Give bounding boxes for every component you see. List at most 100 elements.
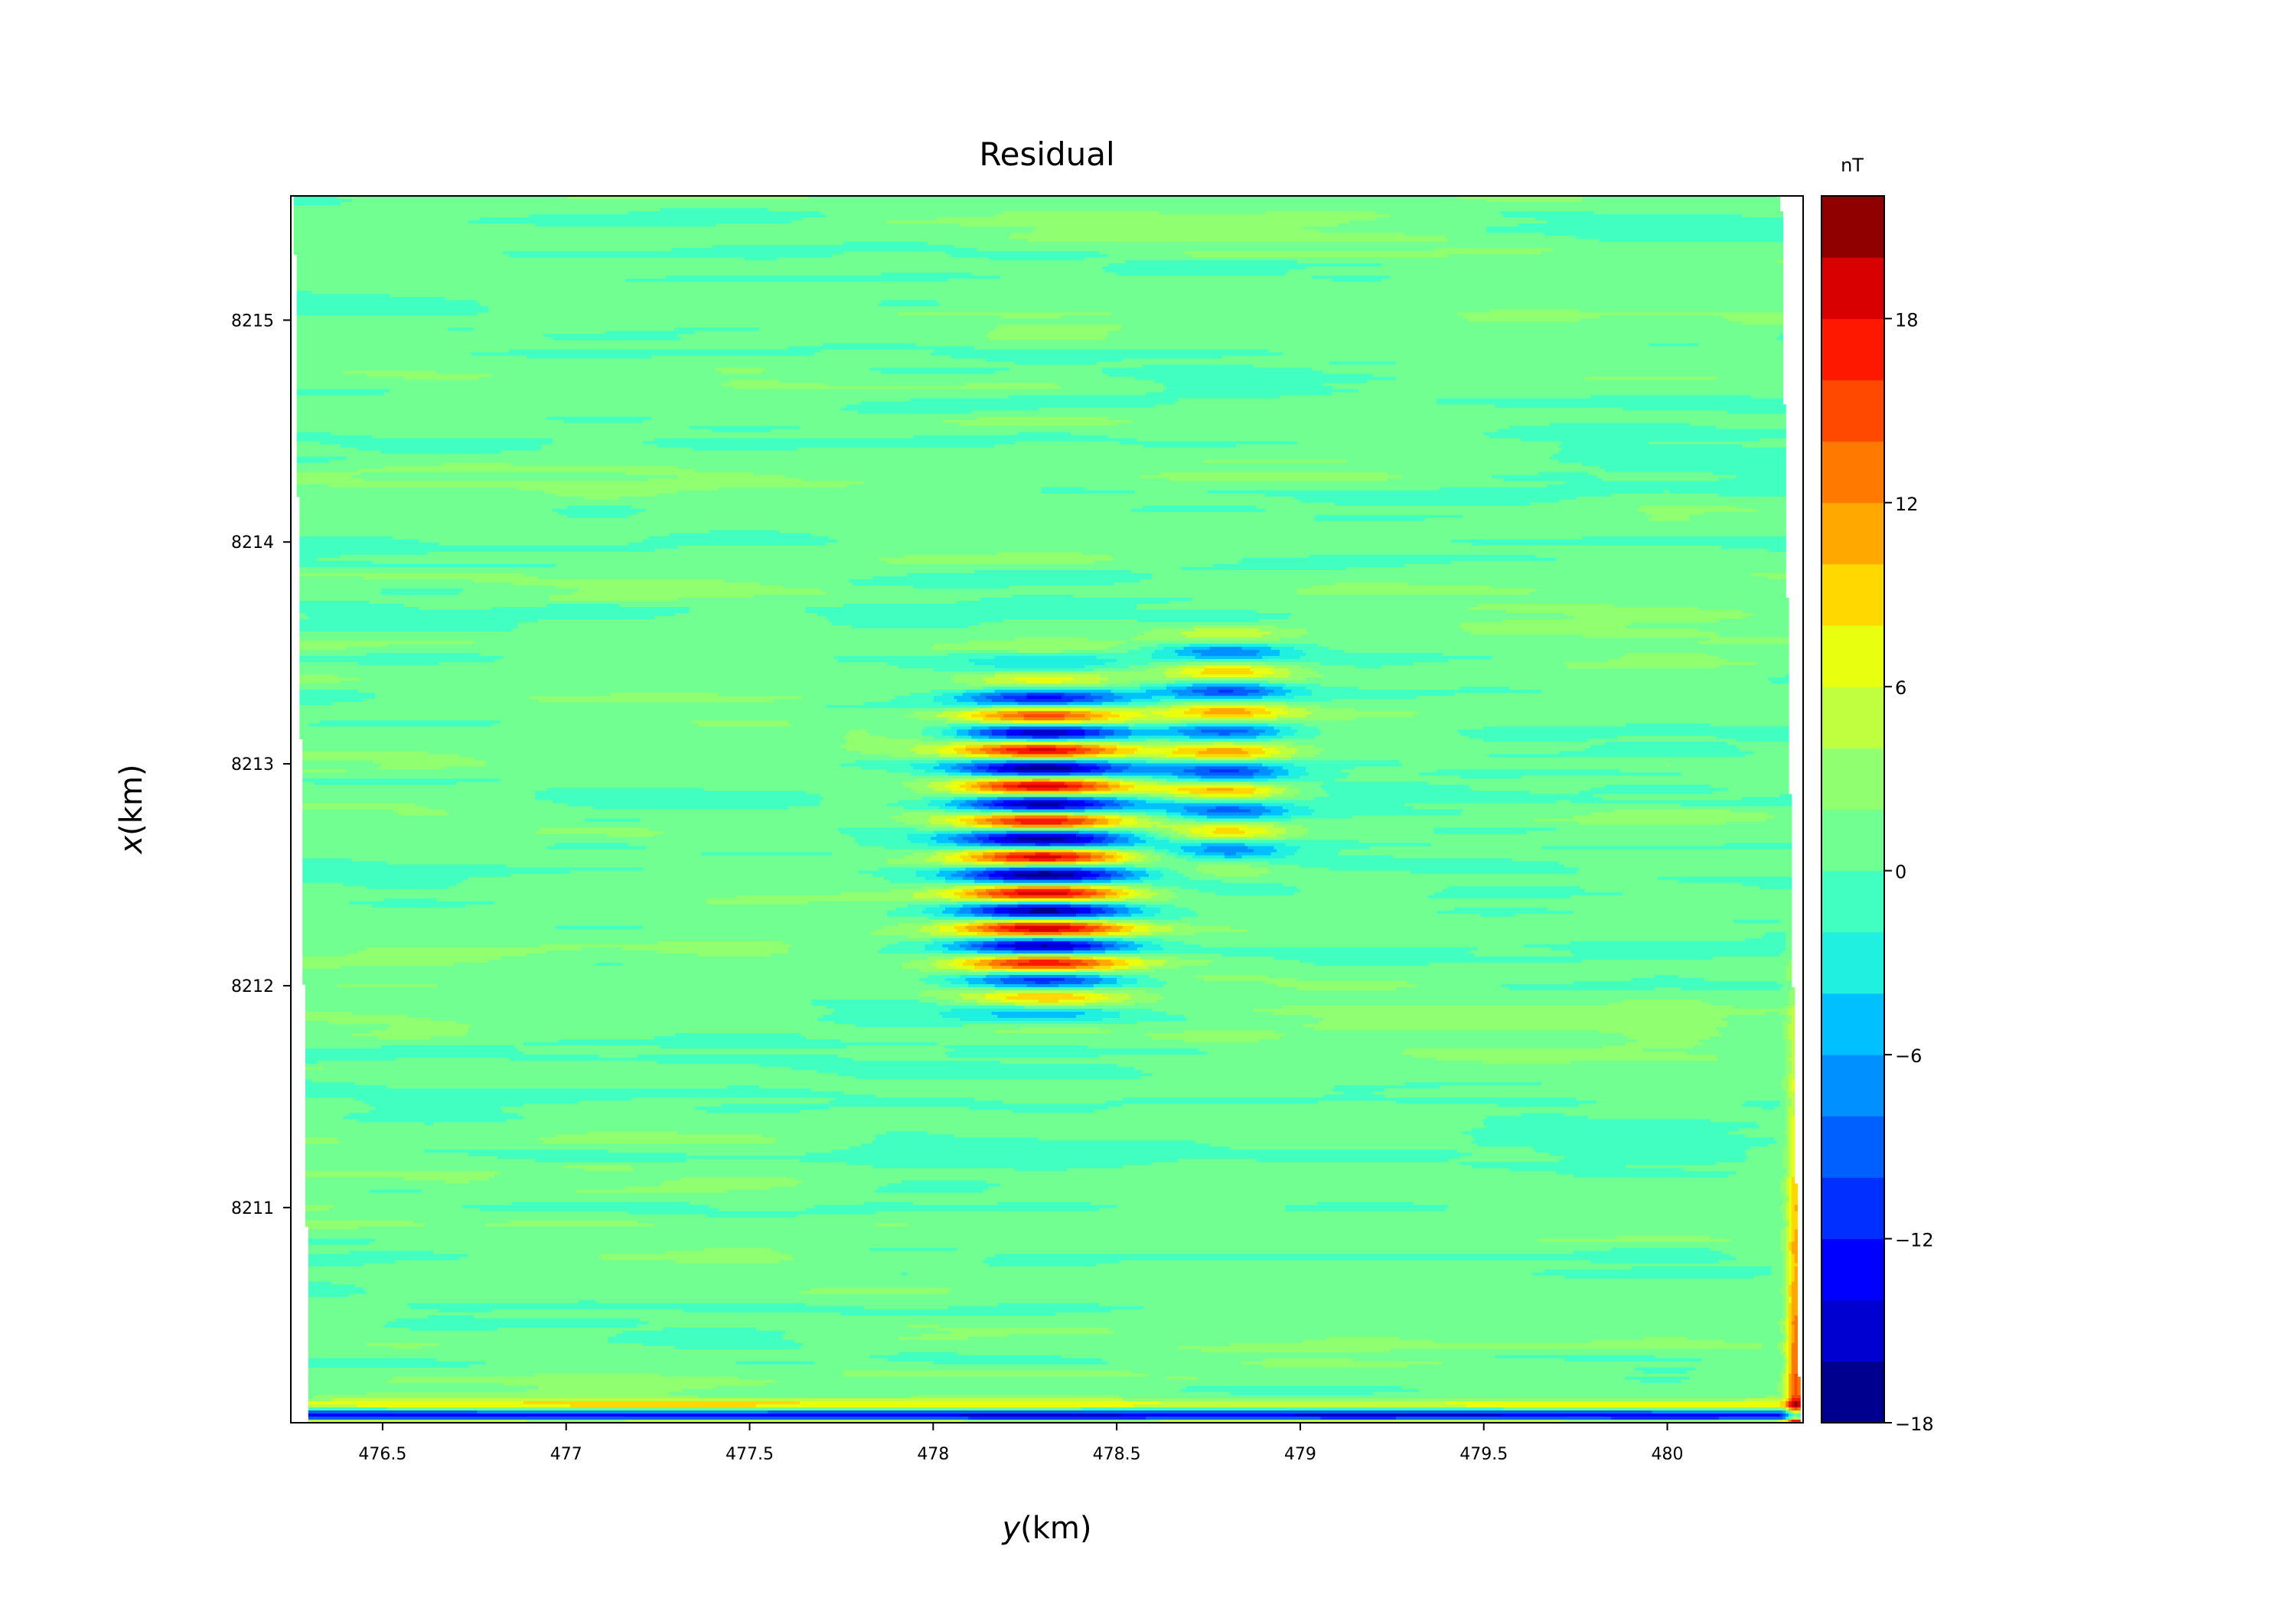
- contour-cell: [366, 373, 492, 378]
- contour-cell: [1789, 1327, 1792, 1332]
- contour-cell: [1084, 735, 1106, 739]
- contour-cell: [1515, 913, 1792, 918]
- contour-cell: [1791, 1162, 1795, 1166]
- contour-cell: [293, 251, 504, 255]
- colorbar-swatch: [1821, 748, 1884, 810]
- contour-cell: [305, 1122, 426, 1126]
- colorbar-swatch: [1821, 196, 1884, 258]
- contour-cell: [1154, 913, 1199, 918]
- contour-cell: [380, 450, 501, 455]
- contour-cell: [497, 1156, 1461, 1159]
- contour-cell: [1078, 763, 1097, 767]
- contour-cell: [1020, 1027, 1100, 1031]
- contour-cell: [997, 1015, 1077, 1019]
- contour-cell: [1277, 748, 1298, 752]
- contour-cell: [936, 833, 957, 838]
- contour-cell: [1157, 999, 1623, 1003]
- contour-cell: [1596, 1101, 1746, 1104]
- contour-cell: [974, 889, 987, 893]
- contour-cell: [1309, 806, 1414, 810]
- contour-cell: [991, 788, 1007, 792]
- contour-cell: [296, 373, 367, 378]
- contour-cell: [965, 800, 978, 804]
- contour-cell: [1745, 938, 1786, 942]
- contour-cell: [1794, 1232, 1798, 1237]
- contour-cell: [797, 1183, 888, 1188]
- contour-cell: [1637, 1039, 1699, 1043]
- contour-cell: [1579, 791, 1714, 795]
- contour-cell: [1789, 1125, 1792, 1129]
- contour-cell: [713, 429, 771, 433]
- contour-cell: [921, 1333, 1010, 1338]
- contour-cell: [1782, 1226, 1786, 1231]
- contour-cell: [1120, 812, 1146, 817]
- contour-cell: [1367, 380, 1783, 384]
- contour-cell: [1251, 809, 1272, 814]
- contour-cell: [1786, 1358, 1789, 1362]
- contour-cell: [1064, 781, 1083, 786]
- contour-cell: [1084, 806, 1103, 810]
- contour-cell: [296, 294, 390, 298]
- contour-cell: [960, 895, 978, 899]
- contour-cell: [1296, 729, 1321, 733]
- contour-cell: [305, 1125, 1487, 1129]
- contour-cell: [1718, 1260, 1783, 1264]
- contour-cell: [951, 821, 967, 826]
- contour-cell: [1789, 1290, 1792, 1295]
- contour-cell: [977, 925, 990, 930]
- contour-cell: [1558, 450, 1786, 455]
- contour-cell: [1614, 604, 1789, 608]
- contour-cell: [1107, 677, 1306, 681]
- contour-cell: [1483, 1122, 1757, 1126]
- contour-cell: [1602, 1045, 1694, 1049]
- contour-cell: [1107, 931, 1129, 936]
- contour-cell: [1789, 1251, 1792, 1255]
- contour-cell: [1151, 711, 1185, 715]
- contour-cell: [293, 245, 713, 249]
- contour-cell: [1105, 269, 1289, 273]
- contour-cell: [1794, 1278, 1798, 1283]
- contour-cell: [1779, 1208, 1786, 1212]
- contour-cell: [503, 1382, 765, 1387]
- contour-cell: [986, 818, 1001, 823]
- contour-cell: [372, 435, 914, 439]
- contour-cell: [1128, 931, 1153, 936]
- contour-cell: [1102, 977, 1117, 982]
- contour-cell: [364, 1101, 579, 1104]
- colorbar-tick-label: 6: [1895, 677, 1906, 699]
- contour-cell: [1107, 833, 1120, 838]
- contour-cell: [1137, 604, 1478, 608]
- contour-cell: [569, 870, 859, 875]
- contour-cell: [1750, 572, 1786, 577]
- contour-cell: [971, 751, 987, 755]
- contour-cell: [1084, 800, 1100, 804]
- contour-cell: [1782, 1385, 1786, 1390]
- contour-cell: [931, 962, 949, 967]
- contour-cell: [1329, 647, 1789, 651]
- contour-cell: [436, 898, 707, 902]
- contour-cell: [960, 855, 972, 859]
- contour-cell: [1320, 784, 1469, 789]
- contour-cell: [782, 585, 914, 589]
- contour-cell: [302, 797, 536, 801]
- contour-cell: [902, 1180, 987, 1185]
- contour-cell: [1023, 977, 1065, 982]
- contour-cell: [776, 1379, 1641, 1384]
- contour-cell: [1134, 781, 1158, 786]
- contour-cell: [1789, 1373, 1792, 1378]
- contour-cell: [942, 729, 957, 733]
- contour-cell: [1797, 1379, 1801, 1384]
- contour-cell: [1189, 907, 1455, 911]
- contour-cell: [1285, 855, 1394, 859]
- contour-cell: [302, 815, 891, 820]
- contour-cell: [1073, 594, 1786, 598]
- contour-cell: [1704, 511, 1786, 516]
- contour-cell: [628, 514, 1316, 519]
- contour-cell: [689, 610, 807, 614]
- contour-cell: [989, 1263, 1097, 1267]
- contour-cell: [1797, 1401, 1801, 1405]
- contour-cell: [1244, 686, 1266, 690]
- x-tick-label: 480: [1652, 1445, 1684, 1464]
- contour-cell: [965, 892, 978, 896]
- contour-cell: [1437, 401, 1783, 406]
